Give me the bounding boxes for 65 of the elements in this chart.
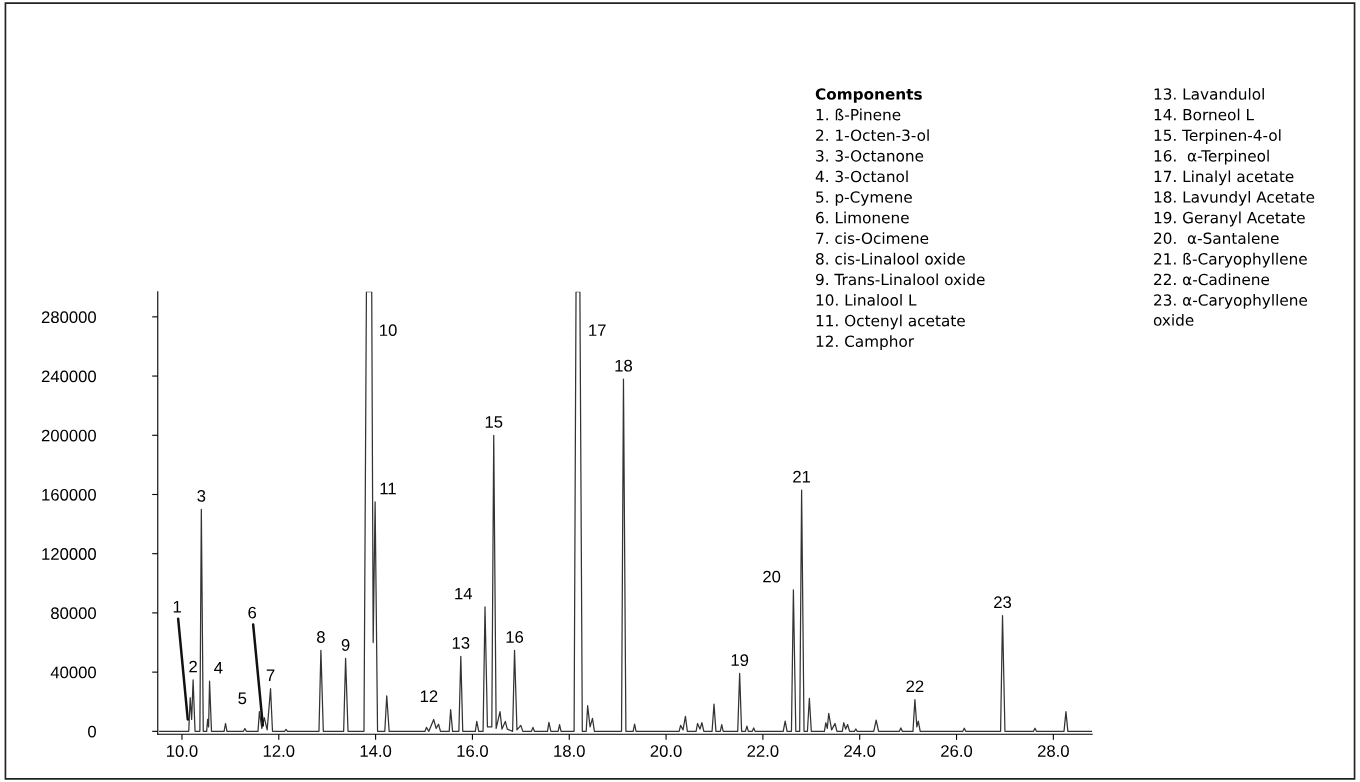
y-tick-label: 240000 bbox=[41, 370, 96, 383]
annotation: 21 bbox=[793, 470, 811, 483]
y-tick-label: 0 bbox=[88, 725, 96, 738]
annotation: 5 bbox=[238, 692, 247, 705]
annotation: 11 bbox=[380, 482, 396, 495]
text: 14. Borneol L bbox=[1154, 108, 1254, 121]
x-tick-label: 22.0 bbox=[747, 745, 779, 757]
annotation: 4 bbox=[214, 662, 223, 674]
annotation: 19 bbox=[731, 654, 749, 666]
annotation: 14 bbox=[455, 587, 473, 600]
text: 16. α-Terpineol bbox=[1154, 149, 1269, 165]
text: 7. cis-Ocimene bbox=[816, 232, 929, 245]
y-tick-label: 280000 bbox=[41, 311, 96, 324]
text: 19. Geranyl Acetate bbox=[1154, 211, 1305, 227]
text: 2. 1-Octen-3-ol bbox=[816, 129, 929, 142]
text: 17. Linalyl acetate bbox=[1154, 170, 1294, 186]
annotation: 17 bbox=[589, 324, 606, 336]
text: 3. 3-Octanone bbox=[816, 150, 924, 162]
annotation: 16 bbox=[506, 631, 524, 643]
x-tick-label: 28.0 bbox=[1037, 745, 1069, 757]
annotation: 12 bbox=[420, 690, 438, 702]
text: 13. Lavandulol bbox=[1154, 88, 1264, 100]
annotation: 22 bbox=[906, 680, 924, 693]
text: 18. Lavundyl Acetate bbox=[1154, 191, 1315, 206]
text: 8. cis-Linalool oxide bbox=[816, 252, 965, 265]
annotation: 10. Linalool L bbox=[816, 294, 917, 306]
text: 4. 3-Octanol bbox=[815, 170, 908, 183]
x-tick-label: 24.0 bbox=[844, 745, 876, 757]
x-tick-label: 16.0 bbox=[457, 745, 488, 757]
x-tick-label: 14.0 bbox=[360, 745, 392, 757]
annotation: 8 bbox=[316, 631, 325, 643]
y-tick-label: 40000 bbox=[50, 666, 96, 679]
annotation: 1 bbox=[173, 600, 181, 613]
annotation: 13 bbox=[452, 637, 470, 649]
text: 15. Terpinen-4-ol bbox=[1154, 129, 1281, 144]
text: 1. ß-Pinene bbox=[816, 108, 901, 121]
annotation: 11. Octenyl acetate bbox=[816, 314, 965, 330]
text: 20. α-Santalene bbox=[1154, 232, 1279, 245]
annotation: 3 bbox=[197, 490, 206, 502]
annotation: 18 bbox=[615, 359, 633, 372]
text: 5. p-Cymene bbox=[816, 191, 912, 206]
annotation: 7 bbox=[266, 669, 275, 682]
y-tick-label: 80000 bbox=[51, 607, 96, 620]
x-tick-label: 18.0 bbox=[554, 745, 585, 757]
x-tick-label: 20.0 bbox=[650, 745, 682, 757]
annotation: 15 bbox=[485, 416, 503, 428]
x-tick-label: 12.0 bbox=[263, 745, 295, 757]
y-tick-label: 200000 bbox=[41, 429, 96, 442]
x-tick-label: 10.0 bbox=[167, 745, 198, 757]
text: 21. ß-Caryophyllene bbox=[1154, 252, 1307, 268]
annotation: 6 bbox=[248, 606, 257, 619]
y-tick-label: 120000 bbox=[42, 548, 96, 560]
annotation: 20 bbox=[763, 570, 781, 583]
annotation: 23 bbox=[994, 596, 1012, 609]
text: Components bbox=[815, 88, 922, 103]
text: 22. α-Cadinene bbox=[1154, 273, 1270, 286]
x-tick-label: 26.0 bbox=[941, 745, 973, 757]
y-tick-label: 160000 bbox=[42, 488, 96, 501]
text: 23. α-Caryophyllene oxide bbox=[1153, 294, 1308, 326]
annotation: 10 bbox=[380, 324, 397, 337]
annotation: 9 bbox=[341, 639, 350, 651]
text: 9. Trans-Linalool oxide bbox=[815, 273, 985, 286]
annotation: 2 bbox=[189, 660, 197, 673]
annotation: 12. Camphor bbox=[816, 335, 915, 350]
text: 6. Limonene bbox=[816, 211, 909, 224]
